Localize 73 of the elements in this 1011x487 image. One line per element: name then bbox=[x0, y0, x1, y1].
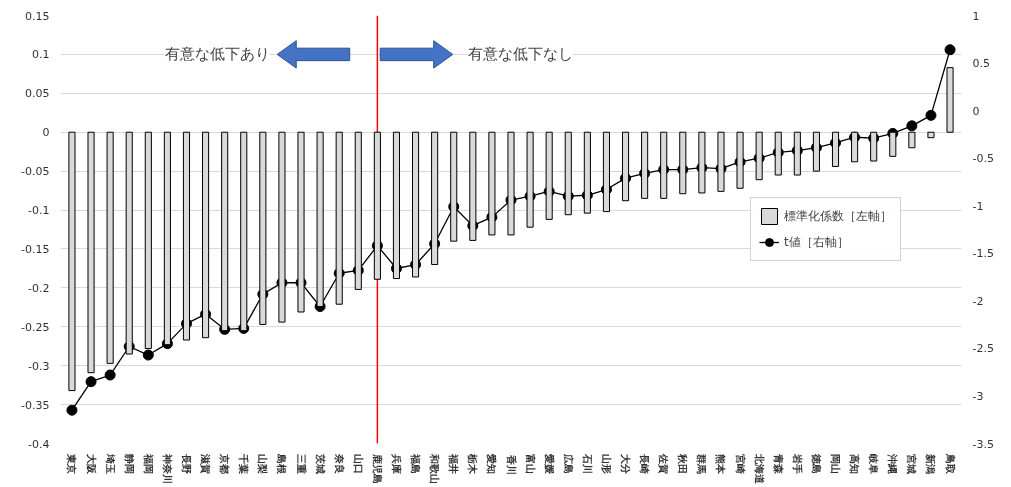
x-tick-label: 広島 bbox=[562, 453, 574, 475]
x-tick-label: 三重 bbox=[295, 454, 307, 475]
x-tick-label: 静岡 bbox=[123, 453, 135, 475]
legend-label: t値［右軸］ bbox=[784, 233, 849, 251]
x-tick-label: 石川 bbox=[581, 453, 593, 475]
x-tick-label: 徳島 bbox=[810, 453, 822, 475]
y2-tick-label: -0.5 bbox=[972, 152, 994, 166]
y-tick-label: 0.15 bbox=[25, 9, 50, 23]
x-tick-label: 新潟 bbox=[925, 453, 937, 475]
y-tick-label: 0.1 bbox=[32, 48, 50, 62]
x-tick-label: 東京 bbox=[66, 453, 78, 475]
x-tick-label: 京都 bbox=[219, 453, 231, 475]
x-tick-label: 神奈川 bbox=[161, 453, 173, 485]
x-tick-label: 長崎 bbox=[639, 453, 651, 475]
x-tick-label: 兵庫 bbox=[390, 453, 402, 475]
x-tick-label: 愛知 bbox=[486, 454, 498, 475]
x-tick-label: 富山 bbox=[524, 454, 536, 475]
x-tick-label: 秋田 bbox=[677, 453, 689, 475]
y-tick-label: 0.05 bbox=[25, 87, 50, 101]
legend-label: 標準化係数［左軸］ bbox=[784, 207, 892, 225]
y2-tick-label: -2.5 bbox=[972, 342, 994, 356]
y-tick-label: -0.15 bbox=[21, 242, 50, 256]
x-tick-label: 青森 bbox=[772, 453, 784, 476]
x-tick-label: 山口 bbox=[352, 454, 364, 475]
x-tick-label: 山梨 bbox=[257, 454, 269, 475]
x-tick-label: 岐阜 bbox=[868, 454, 880, 475]
x-tick-label: 福岡 bbox=[142, 453, 154, 475]
y-tick-label: -0.1 bbox=[28, 204, 50, 218]
x-tick-label: 鳥取 bbox=[944, 453, 956, 476]
y-tick-label: -0.05 bbox=[21, 165, 50, 179]
x-tick-label: 沖縄 bbox=[887, 453, 899, 475]
annotation: 有意な低下なし bbox=[468, 45, 574, 64]
x-tick-label: 大阪 bbox=[85, 453, 97, 476]
x-tick-label: 佐賀 bbox=[657, 453, 670, 475]
x-tick-label: 愛媛 bbox=[543, 454, 555, 475]
x-tick-label: 島根 bbox=[276, 454, 288, 476]
y2-tick-label: 0 bbox=[972, 104, 980, 118]
x-tick-label: 茨城 bbox=[314, 453, 326, 475]
x-tick-label: 長野 bbox=[180, 453, 192, 475]
y2-tick-label: 0.5 bbox=[972, 57, 990, 71]
x-tick-label: 宮崎 bbox=[734, 454, 746, 475]
y-tick-label: -0.35 bbox=[21, 398, 50, 412]
y2-tick-label: -2 bbox=[972, 294, 984, 308]
x-tick-label: 岩手 bbox=[791, 453, 803, 475]
x-tick-label: 福島 bbox=[410, 453, 422, 475]
x-tick-label: 滋賀 bbox=[199, 453, 212, 475]
y-tick-label: -0.3 bbox=[28, 359, 50, 373]
y-tick-label: 0 bbox=[42, 126, 50, 140]
y2-tick-label: -3.5 bbox=[972, 437, 994, 451]
x-tick-label: 熊本 bbox=[715, 454, 727, 476]
x-tick-label: 北海道 bbox=[753, 453, 765, 486]
annotation: 有意な低下あり bbox=[164, 45, 270, 64]
x-tick-label: 大分 bbox=[620, 453, 632, 476]
x-tick-label: 栃木 bbox=[467, 453, 479, 476]
x-tick-label: 和歌山 bbox=[429, 453, 441, 485]
x-tick-label: 奈良 bbox=[333, 453, 345, 475]
x-tick-label: 山形 bbox=[600, 454, 612, 475]
y2-tick-label: -1.5 bbox=[972, 247, 994, 261]
y2-tick-label: -1 bbox=[972, 199, 984, 213]
y-tick-label: -0.4 bbox=[28, 437, 50, 451]
y-tick-label: -0.2 bbox=[28, 281, 50, 295]
x-tick-label: 香川 bbox=[505, 453, 517, 475]
y2-tick-label: -3 bbox=[972, 389, 984, 403]
x-tick-label: 千葉 bbox=[238, 453, 250, 475]
x-tick-label: 高知 bbox=[849, 454, 861, 475]
x-tick-label: 宮城 bbox=[906, 454, 918, 475]
x-tick-label: 福井 bbox=[448, 453, 460, 475]
x-tick-label: 鹿児島 bbox=[371, 453, 383, 485]
y-tick-label: -0.25 bbox=[21, 320, 50, 334]
x-tick-label: 群馬 bbox=[696, 453, 708, 475]
y2-tick-label: 1 bbox=[972, 9, 980, 23]
x-tick-label: 埼玉 bbox=[104, 453, 116, 475]
x-tick-label: 岡山 bbox=[830, 454, 842, 475]
